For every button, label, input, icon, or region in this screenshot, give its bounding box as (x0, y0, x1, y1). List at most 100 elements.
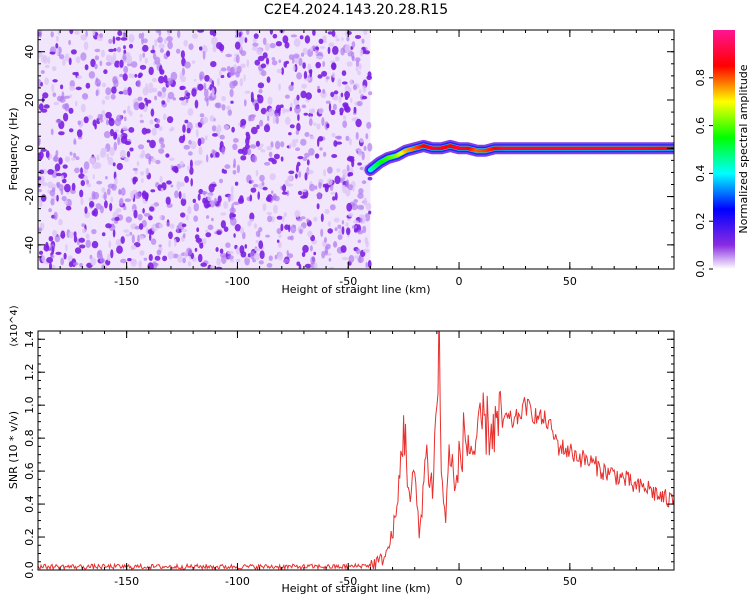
noise-speckle (53, 211, 58, 221)
noise-speckle (327, 178, 333, 186)
noise-speckle (244, 90, 251, 94)
x-tick-label: -100 (225, 575, 250, 588)
noise-speckle (196, 227, 200, 232)
noise-speckle (215, 127, 219, 133)
noise-speckle (346, 164, 350, 172)
noise-speckle (114, 60, 121, 68)
noise-speckle (60, 84, 64, 90)
noise-speckle (333, 241, 338, 248)
noise-speckle (206, 215, 210, 219)
noise-speckle (223, 125, 230, 130)
noise-speckle (211, 80, 215, 89)
noise-speckle (264, 42, 270, 52)
noise-speckle (207, 224, 214, 231)
noise-speckle (267, 96, 273, 105)
noise-speckle (318, 179, 324, 183)
noise-speckle (226, 65, 231, 72)
noise-speckle (250, 179, 254, 184)
noise-speckle (221, 104, 226, 111)
noise-speckle (361, 180, 367, 185)
colorbar-gradient (713, 30, 735, 269)
noise-speckle (109, 202, 113, 212)
noise-speckle (321, 70, 328, 77)
noise-speckle (75, 156, 80, 161)
noise-speckle (91, 190, 96, 200)
noise-speckle (68, 128, 74, 133)
noise-speckle (353, 84, 357, 91)
noise-speckle (122, 73, 128, 81)
noise-speckle (258, 227, 263, 233)
noise-speckle (330, 109, 336, 116)
noise-speckle (198, 122, 203, 128)
noise-speckle (230, 192, 234, 202)
x-tick-label: -50 (339, 275, 357, 288)
noise-speckle (252, 42, 259, 47)
noise-speckle (223, 201, 229, 209)
noise-speckle (112, 76, 118, 84)
noise-speckle (165, 196, 171, 205)
noise-speckle (332, 45, 339, 55)
noise-speckle (326, 123, 330, 129)
noise-speckle (336, 168, 341, 173)
noise-speckle (301, 251, 306, 257)
noise-speckle (310, 47, 314, 52)
noise-speckle (130, 61, 138, 68)
noise-speckle (317, 74, 323, 79)
noise-speckle (260, 149, 266, 153)
noise-speckle (258, 260, 264, 265)
noise-speckle (279, 104, 284, 108)
noise-speckle (316, 123, 321, 130)
noise-speckle (49, 262, 52, 269)
noise-speckle (55, 43, 59, 49)
noise-speckle (354, 35, 362, 39)
noise-speckle (355, 132, 359, 140)
noise-speckle (170, 71, 178, 81)
noise-speckle (209, 30, 214, 36)
noise-speckle (182, 233, 186, 239)
noise-speckle (289, 107, 292, 112)
noise-speckle (163, 75, 168, 83)
noise-speckle (226, 105, 231, 111)
noise-speckle (344, 43, 351, 53)
noise-speckle (82, 93, 89, 100)
noise-speckle (265, 111, 271, 116)
noise-speckle (211, 183, 217, 187)
noise-speckle (273, 153, 280, 160)
noise-speckle (137, 214, 143, 221)
noise-speckle (208, 78, 213, 83)
noise-speckle (156, 249, 162, 256)
noise-speckle (47, 181, 53, 189)
noise-speckle (191, 60, 196, 64)
noise-speckle (356, 100, 363, 107)
noise-speckle (123, 65, 129, 74)
noise-speckle (235, 246, 241, 255)
noise-speckle (283, 212, 287, 217)
noise-speckle (123, 157, 129, 163)
noise-speckle (304, 35, 311, 44)
noise-speckle (55, 172, 62, 177)
noise-speckle (169, 223, 175, 229)
noise-speckle (274, 254, 278, 260)
noise-speckle (365, 262, 369, 269)
noise-speckle (269, 173, 276, 181)
noise-speckle (83, 41, 89, 51)
noise-speckle (310, 256, 316, 265)
noise-speckle (257, 146, 262, 151)
noise-speckle (150, 189, 156, 193)
noise-speckle (178, 135, 185, 144)
noise-speckle (307, 230, 313, 238)
noise-speckle (187, 206, 192, 215)
noise-speckle (183, 39, 188, 47)
noise-speckle (92, 30, 96, 36)
noise-speckle (278, 241, 282, 248)
noise-speckle (147, 229, 152, 235)
noise-speckle (117, 136, 120, 146)
noise-speckle (236, 65, 242, 74)
noise-speckle (105, 87, 112, 96)
noise-speckle (227, 250, 234, 255)
noise-speckle (309, 245, 313, 252)
noise-speckle (133, 209, 138, 219)
noise-speckle (59, 96, 66, 103)
noise-speckle (229, 88, 234, 98)
noise-speckle (299, 35, 304, 40)
